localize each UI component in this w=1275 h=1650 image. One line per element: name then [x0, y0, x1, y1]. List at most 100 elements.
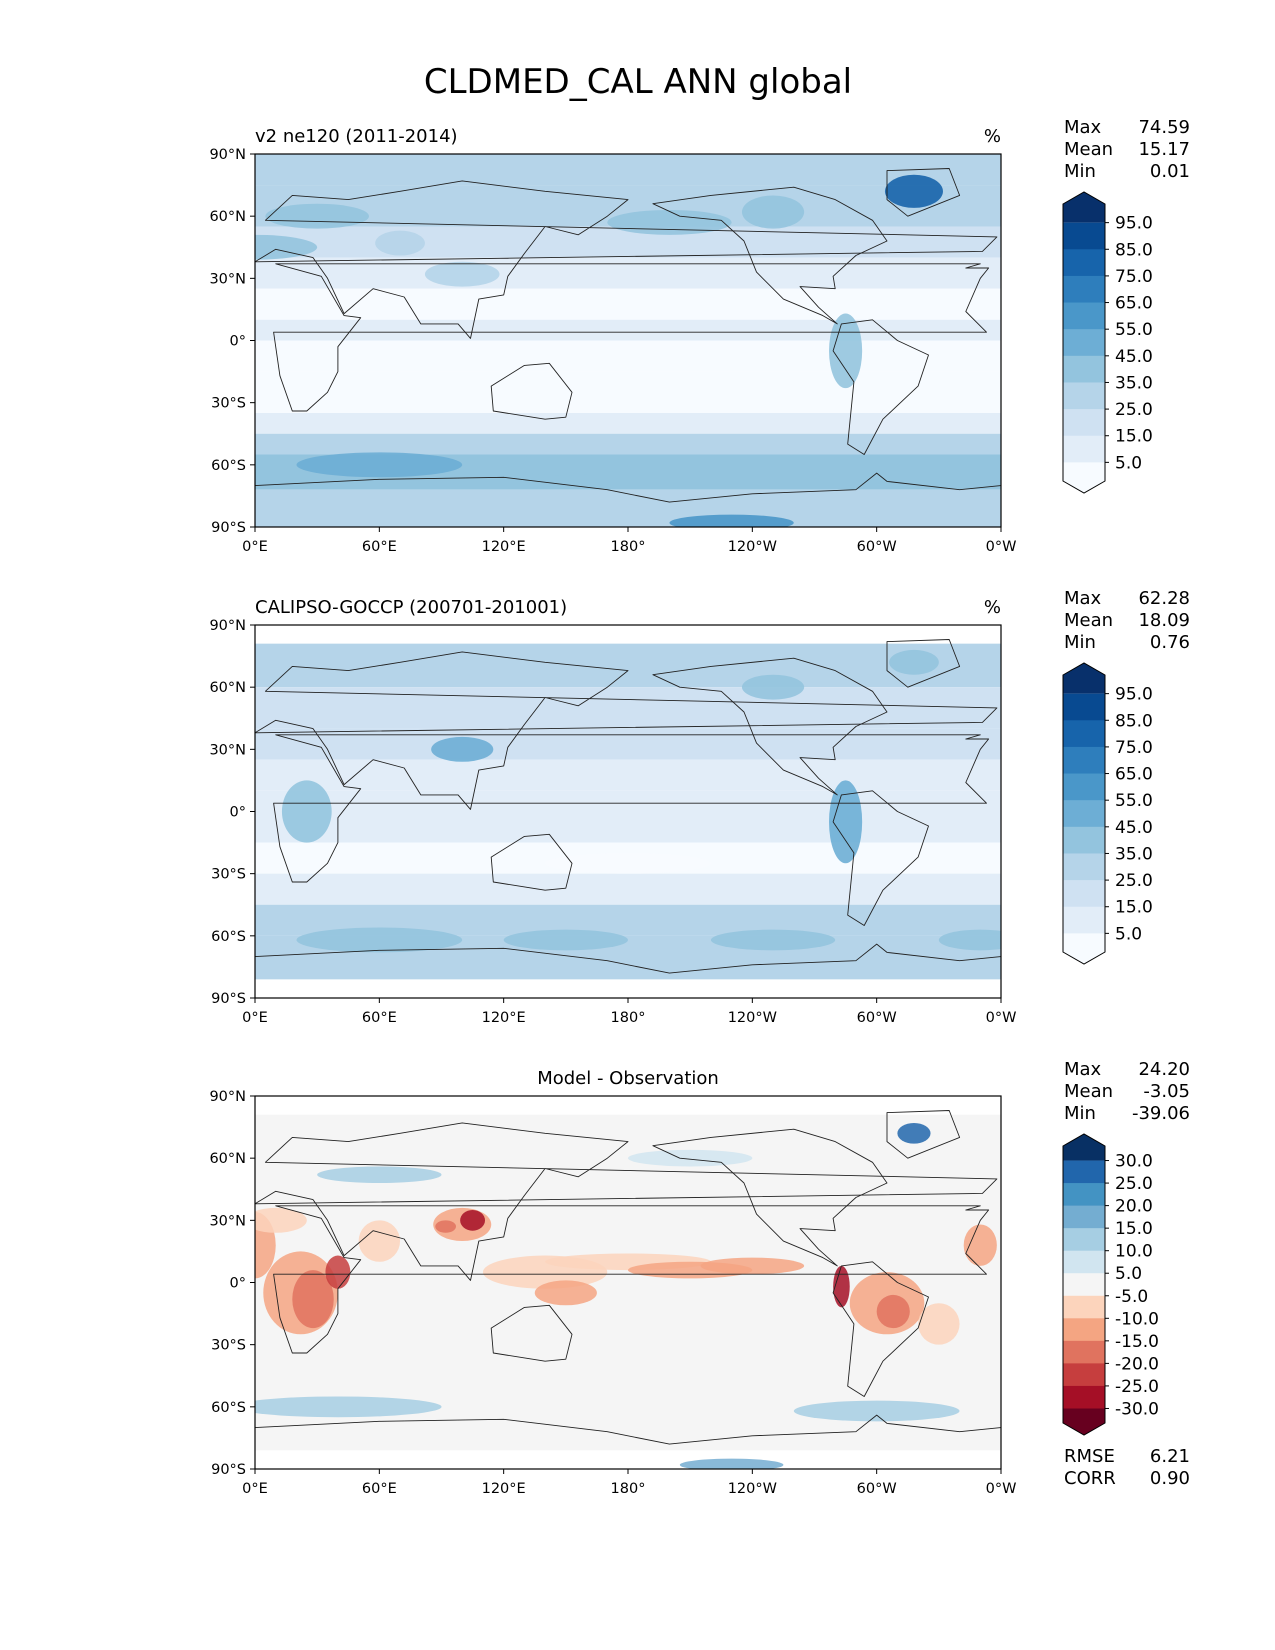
- contour-blob: [281, 780, 332, 843]
- coastline-north-america: [652, 657, 888, 796]
- contour-blob: [829, 780, 863, 864]
- stat-label: Mean: [1064, 1081, 1113, 1102]
- coastline-antarctica: [255, 943, 1001, 998]
- stat-value: 0.76: [1150, 632, 1190, 653]
- colorbar-extend-top: [1063, 663, 1105, 694]
- y-tick-label: 30°S: [211, 1338, 246, 1354]
- colorbar-segment: [1063, 1340, 1105, 1364]
- coastline-africa: [273, 1205, 990, 1354]
- stat-value: 18.09: [1138, 610, 1190, 631]
- contour-blob: [741, 674, 805, 700]
- contour-blob: [889, 649, 939, 675]
- colorbar-outline: [1062, 1133, 1106, 1436]
- panel-units: %: [984, 597, 1001, 618]
- stat-label: Mean: [1064, 139, 1113, 160]
- contour-band: [255, 873, 1001, 905]
- metric-value: 0.90: [1150, 1468, 1190, 1489]
- metric-label: CORR: [1064, 1468, 1116, 1489]
- colorbar-label: 55.0: [1115, 320, 1153, 340]
- y-tick-label: 90°N: [209, 147, 246, 163]
- colorbar-label: -20.0: [1115, 1354, 1159, 1374]
- y-tick-label: 30°N: [209, 742, 246, 758]
- x-tick-label: 120°W: [728, 539, 777, 555]
- coastline-australia: [490, 833, 573, 891]
- stat-value: -39.06: [1132, 1103, 1190, 1124]
- colorbar-segment: [1063, 826, 1105, 854]
- y-tick-label: 90°S: [211, 520, 246, 536]
- colorbar-segment: [1063, 693, 1105, 721]
- y-tick-label: 60°S: [211, 929, 246, 945]
- x-tick-label: 60°W: [857, 1010, 897, 1026]
- coastline-south-america: [832, 790, 929, 926]
- y-tick-label: 60°N: [209, 680, 246, 696]
- difference-blob: [963, 1224, 997, 1266]
- contour-band: [255, 154, 1001, 186]
- colorbar-segment: [1063, 1205, 1105, 1229]
- colorbar-outline: [1062, 191, 1106, 494]
- contour-blob: [296, 452, 463, 478]
- x-tick-label: 180°: [611, 1481, 646, 1497]
- y-tick-label: 30°S: [211, 396, 246, 412]
- contour-blob: [424, 261, 500, 287]
- stat-label: Mean: [1064, 610, 1113, 631]
- contour-blob: [669, 514, 794, 527]
- colorbar-label: 25.0: [1115, 1174, 1153, 1194]
- colorbar-segment: [1063, 1228, 1105, 1252]
- contour-blob: [741, 195, 805, 229]
- metric-value: 6.21: [1150, 1446, 1190, 1467]
- x-tick-label: 0°E: [242, 1481, 268, 1497]
- stat-label: Max: [1064, 117, 1102, 138]
- colorbar-segment: [1063, 1273, 1105, 1297]
- colorbar-label: 85.0: [1115, 711, 1153, 731]
- x-tick-label: 120°W: [728, 1010, 777, 1026]
- x-tick-label: 180°: [611, 539, 646, 555]
- difference-blob: [628, 1149, 753, 1167]
- coastline-australia: [490, 362, 573, 420]
- difference-blob: [358, 1220, 401, 1262]
- contour-blob: [938, 929, 1001, 951]
- y-tick-label: 90°N: [209, 618, 246, 634]
- colorbar-label: -30.0: [1115, 1399, 1159, 1419]
- stat-value: 15.17: [1138, 139, 1190, 160]
- coastline-africa: [273, 263, 990, 412]
- x-tick-label: 120°E: [482, 1010, 526, 1026]
- colorbar-label: -15.0: [1115, 1332, 1159, 1352]
- colorbar-label: 35.0: [1115, 373, 1153, 393]
- colorbar-label: 95.0: [1115, 685, 1153, 705]
- colorbar-label: 65.0: [1115, 294, 1153, 314]
- coastline-greenland: [886, 1110, 961, 1159]
- coastline-south-america: [832, 1261, 929, 1397]
- contour-blob: [829, 313, 863, 389]
- x-tick-label: 60°E: [362, 1010, 397, 1026]
- colorbar-segment: [1063, 409, 1105, 437]
- colorbar-label: 15.0: [1115, 898, 1153, 918]
- x-tick-label: 120°W: [728, 1481, 777, 1497]
- difference-blob: [255, 1396, 442, 1418]
- contour-band: [255, 319, 1001, 341]
- x-tick-label: 0°W: [986, 539, 1017, 555]
- contour-blob: [265, 203, 369, 229]
- stat-value: 74.59: [1138, 117, 1190, 138]
- x-tick-label: 60°W: [857, 1481, 897, 1497]
- y-tick-label: 90°S: [211, 991, 246, 1007]
- x-tick-label: 60°E: [362, 1481, 397, 1497]
- x-tick-label: 0°E: [242, 539, 268, 555]
- contour-band: [255, 790, 1001, 812]
- field-layer: [255, 154, 1001, 527]
- colorbar-extend-top: [1063, 192, 1105, 223]
- colorbar: 95.0 85.0 75.0 65.0 55.0 45.0 35.0 25.0 15.0 5.0: [1062, 662, 1153, 965]
- colorbar-segment: [1063, 1318, 1105, 1342]
- colorbar-segment: [1063, 275, 1105, 304]
- x-tick-label: 180°: [611, 1010, 646, 1026]
- contour-band: [255, 811, 1001, 843]
- y-tick-label: 60°S: [211, 458, 246, 474]
- stat-label: Max: [1064, 1059, 1102, 1080]
- x-tick-label: 0°E: [242, 1010, 268, 1026]
- stat-value: 0.01: [1150, 161, 1190, 182]
- contour-blob: [503, 454, 628, 476]
- y-tick-label: 0°: [230, 805, 246, 821]
- y-tick-label: 90°S: [211, 1462, 246, 1478]
- colorbar-segment: [1063, 355, 1105, 383]
- coastline-north-america: [652, 186, 888, 325]
- x-tick-label: 120°E: [482, 1481, 526, 1497]
